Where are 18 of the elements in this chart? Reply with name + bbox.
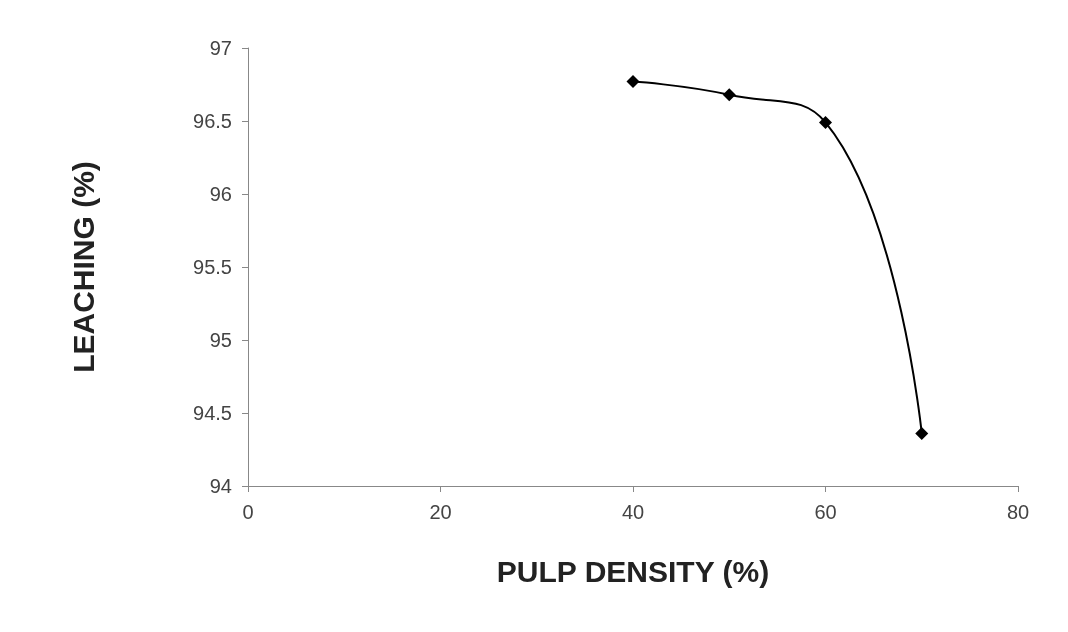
- y-tick-label: 94: [209, 475, 232, 497]
- y-tick-label: 95.5: [193, 256, 232, 278]
- x-tick-label: 40: [621, 501, 645, 523]
- y-tick-label: 96: [209, 183, 232, 205]
- y-tick-label: 94.5: [193, 402, 232, 424]
- x-tick-label: 0: [242, 501, 254, 523]
- x-tick-label: 80: [1006, 501, 1030, 523]
- y-tick-label: 95: [209, 329, 232, 351]
- point: [819, 115, 832, 129]
- y-axis-title: LEACHING (%): [66, 161, 100, 373]
- x-axis-title: PULP DENSITY (%): [496, 554, 770, 588]
- x-tick-label: 20: [429, 501, 452, 523]
- y-tick-label: 96.5: [193, 110, 232, 132]
- point: [722, 88, 736, 102]
- point: [626, 75, 640, 89]
- x-tick-label: 60: [814, 501, 837, 523]
- point: [915, 426, 929, 440]
- y-tick-label: 97: [209, 37, 232, 59]
